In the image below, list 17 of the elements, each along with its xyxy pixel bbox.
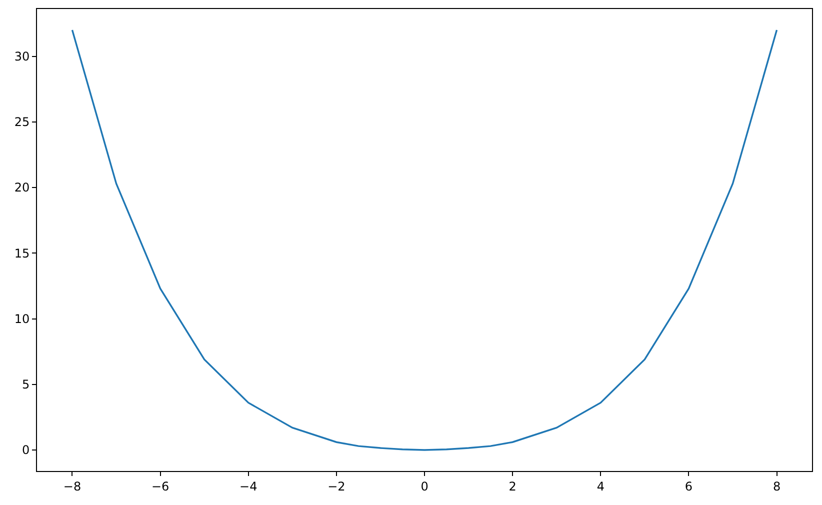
x-tick-label: −6 <box>151 479 170 494</box>
y-tick-label: 15 <box>14 246 30 260</box>
x-tick-label: −2 <box>328 479 346 494</box>
x-tick-label: 4 <box>596 479 604 494</box>
y-tick-label: 25 <box>14 115 30 130</box>
x-tick-label: 6 <box>684 479 693 494</box>
y-tick-label: 0 <box>22 443 30 458</box>
y-tick-label: 30 <box>14 49 30 64</box>
x-tick-label: 2 <box>508 479 516 494</box>
y-tick-label: 20 <box>14 180 30 195</box>
line-series <box>71 29 778 451</box>
x-tick-label: 0 <box>420 479 428 494</box>
x-tick-label: 8 <box>772 479 781 494</box>
x-tick-label: −8 <box>63 479 82 494</box>
y-tick-label: 10 <box>14 312 30 326</box>
x-tick-label: −4 <box>240 479 258 494</box>
y-tick-label: 5 <box>22 378 30 392</box>
